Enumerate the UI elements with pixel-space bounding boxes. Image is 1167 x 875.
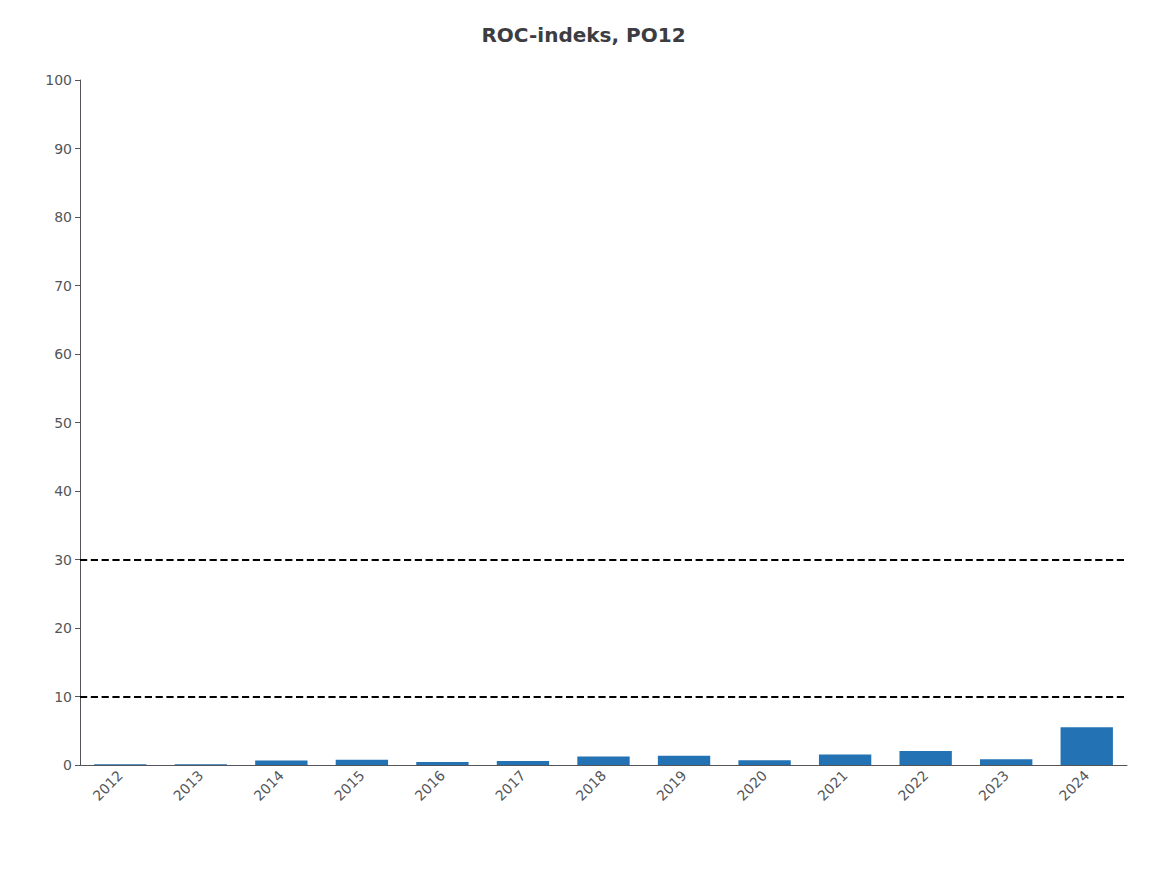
svg-text:100: 100 [45, 72, 72, 88]
svg-text:80: 80 [54, 209, 72, 225]
svg-text:90: 90 [54, 141, 72, 157]
svg-text:30: 30 [54, 552, 72, 568]
svg-text:60: 60 [54, 346, 72, 362]
svg-text:0: 0 [63, 757, 72, 773]
svg-text:70: 70 [54, 278, 72, 294]
svg-text:2021: 2021 [814, 767, 850, 803]
svg-text:2014: 2014 [251, 767, 288, 804]
svg-text:2018: 2018 [573, 767, 609, 803]
svg-text:2017: 2017 [492, 767, 528, 803]
svg-text:20: 20 [54, 620, 72, 636]
svg-text:50: 50 [54, 415, 72, 431]
svg-text:40: 40 [54, 483, 72, 499]
svg-text:2012: 2012 [89, 767, 125, 803]
svg-text:2019: 2019 [653, 767, 689, 803]
svg-text:2023: 2023 [975, 767, 1011, 803]
svg-text:2015: 2015 [331, 767, 367, 803]
svg-text:2020: 2020 [734, 767, 770, 803]
svg-text:2016: 2016 [412, 767, 449, 804]
svg-text:10: 10 [54, 689, 72, 705]
svg-text:2024: 2024 [1056, 767, 1093, 804]
svg-text:ROC-indeks, PO12: ROC-indeks, PO12 [481, 23, 685, 47]
svg-text:2013: 2013 [170, 767, 206, 803]
svg-text:2022: 2022 [895, 767, 931, 803]
